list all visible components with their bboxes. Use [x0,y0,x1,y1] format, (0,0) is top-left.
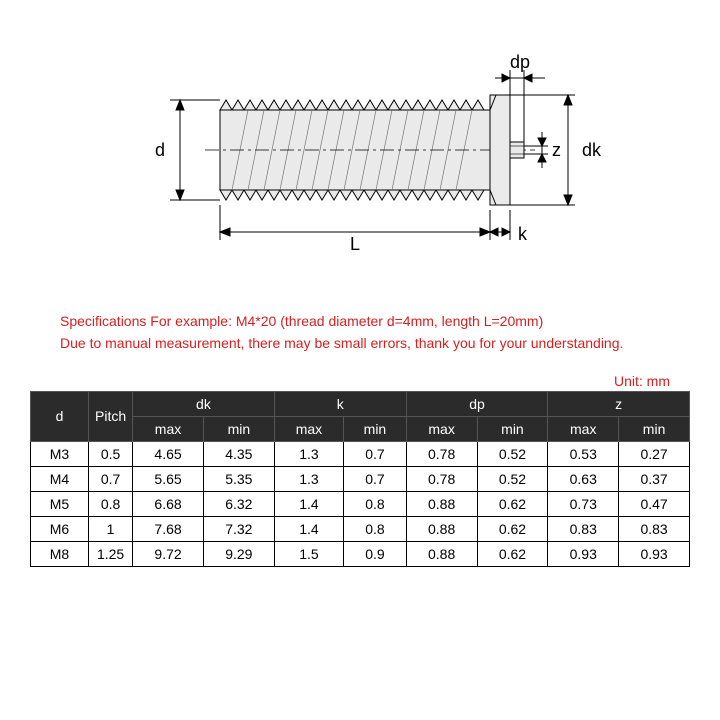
sub-k-max: max [274,416,343,441]
sub-z-min: min [619,416,690,441]
cell-d: M8 [31,541,89,566]
table-row: M81.259.729.291.50.90.880.620.930.93 [31,541,690,566]
cell-d: M6 [31,516,89,541]
cell-k_max: 1.4 [274,516,343,541]
table-row: M30.54.654.351.30.70.780.520.530.27 [31,441,690,466]
cell-z_max: 0.83 [548,516,619,541]
cell-z_min: 0.47 [619,491,690,516]
cell-d: M4 [31,466,89,491]
cell-k_max: 1.4 [274,491,343,516]
cell-dk_max: 6.68 [133,491,204,516]
cell-k_max: 1.3 [274,466,343,491]
sub-dp-max: max [406,416,477,441]
cell-dp_max: 0.88 [406,541,477,566]
cell-dk_min: 6.32 [203,491,274,516]
cell-dk_max: 9.72 [133,541,204,566]
cell-z_min: 0.83 [619,516,690,541]
col-dp: dp [406,391,548,416]
cell-k_max: 1.5 [274,541,343,566]
cell-z_min: 0.37 [619,466,690,491]
table-row: M617.687.321.40.80.880.620.830.83 [31,516,690,541]
sub-dk-min: min [203,416,274,441]
spec-notes: Specifications For example: M4*20 (threa… [60,310,700,355]
cell-k_min: 0.7 [344,466,407,491]
unit-label: Unit: mm [20,373,670,389]
cell-dk_min: 4.35 [203,441,274,466]
dim-label-z: z [552,140,561,160]
cell-pitch: 0.5 [89,441,133,466]
cell-dp_min: 0.52 [477,466,548,491]
cell-k_min: 0.8 [344,516,407,541]
cell-d: M3 [31,441,89,466]
cell-dk_max: 7.68 [133,516,204,541]
cell-dk_max: 5.65 [133,466,204,491]
dim-label-L: L [350,234,360,254]
cell-pitch: 0.7 [89,466,133,491]
cell-dp_max: 0.78 [406,441,477,466]
cell-z_max: 0.63 [548,466,619,491]
cell-pitch: 1 [89,516,133,541]
cell-k_min: 0.7 [344,441,407,466]
cell-d: M5 [31,491,89,516]
sub-dp-min: min [477,416,548,441]
cell-k_max: 1.3 [274,441,343,466]
cell-z_min: 0.27 [619,441,690,466]
cell-z_max: 0.53 [548,441,619,466]
cell-z_max: 0.73 [548,491,619,516]
cell-pitch: 1.25 [89,541,133,566]
sub-dk-max: max [133,416,204,441]
dim-label-dp: dp [510,52,530,72]
spec-table: d Pitch dk k dp z max min max min max mi… [30,391,690,567]
sub-k-min: min [344,416,407,441]
dim-label-d: d [155,140,165,160]
dim-label-k: k [518,224,528,244]
note-line-1: Specifications For example: M4*20 (threa… [60,310,700,332]
cell-dp_max: 0.78 [406,466,477,491]
col-z: z [548,391,690,416]
cell-dk_min: 9.29 [203,541,274,566]
sub-z-max: max [548,416,619,441]
cell-dp_min: 0.52 [477,441,548,466]
cell-dk_min: 7.32 [203,516,274,541]
cell-dk_max: 4.65 [133,441,204,466]
cell-k_min: 0.9 [344,541,407,566]
note-line-2: Due to manual measurement, there may be … [60,332,700,354]
stud-diagram: d L k dk [20,20,700,280]
cell-dp_min: 0.62 [477,491,548,516]
cell-dp_min: 0.62 [477,516,548,541]
cell-dk_min: 5.35 [203,466,274,491]
cell-dp_min: 0.62 [477,541,548,566]
cell-dp_max: 0.88 [406,516,477,541]
cell-dp_max: 0.88 [406,491,477,516]
col-dk: dk [133,391,275,416]
col-k: k [274,391,406,416]
cell-k_min: 0.8 [344,491,407,516]
table-row: M40.75.655.351.30.70.780.520.630.37 [31,466,690,491]
table-row: M50.86.686.321.40.80.880.620.730.47 [31,491,690,516]
col-d: d [31,391,89,441]
cell-pitch: 0.8 [89,491,133,516]
dim-label-dk: dk [582,140,602,160]
cell-z_max: 0.93 [548,541,619,566]
col-pitch: Pitch [89,391,133,441]
cell-z_min: 0.93 [619,541,690,566]
